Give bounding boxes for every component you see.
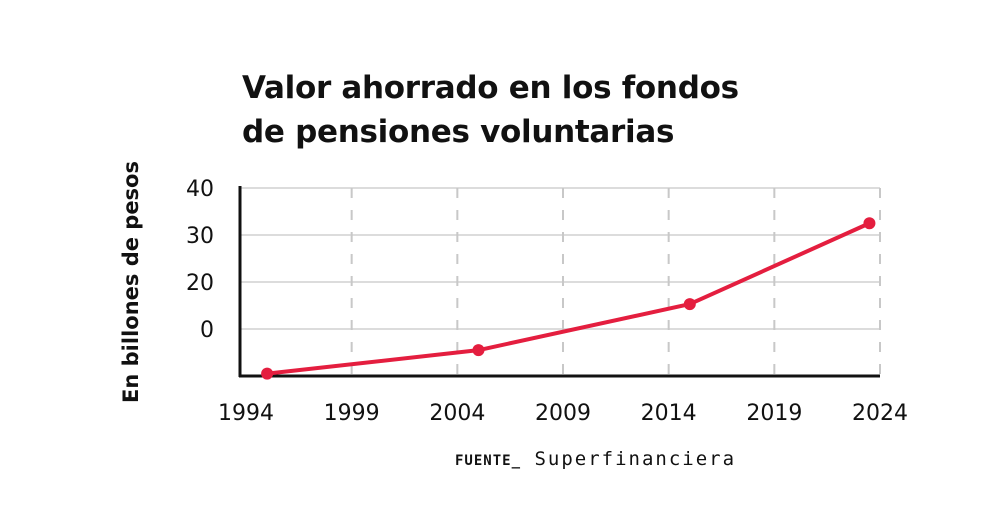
data-point <box>863 217 876 230</box>
x-tick-label: 2024 <box>852 401 908 426</box>
source-text: Superfinanciera <box>534 448 737 470</box>
chart-title-line-1: Valor ahorrado en los fondos <box>242 70 739 106</box>
y-tick-label: 40 <box>186 177 214 202</box>
x-tick-label: 2004 <box>429 401 485 426</box>
data-point <box>261 367 274 380</box>
y-tick-label: 30 <box>186 224 214 249</box>
series-line <box>266 221 871 376</box>
data-point <box>683 298 696 311</box>
y-tick-label: 20 <box>186 271 214 296</box>
x-tick-label: 2014 <box>641 401 697 426</box>
x-tick-label: 1999 <box>324 401 380 426</box>
chart-title: Valor ahorrado en los fondos de pensione… <box>242 66 739 154</box>
chart-title-line-2: de pensiones voluntarias <box>242 114 675 150</box>
source-note: FUENTE_ Superfinanciera <box>455 448 736 470</box>
y-tick-label: 0 <box>200 318 214 343</box>
x-tick-label: 2019 <box>746 401 802 426</box>
y-axis-label: En billones de pesos <box>119 161 143 403</box>
x-tick-label: 1994 <box>218 401 274 426</box>
source-label: FUENTE_ <box>455 453 522 469</box>
x-tick-label: 2009 <box>535 401 591 426</box>
data-point <box>472 344 485 357</box>
